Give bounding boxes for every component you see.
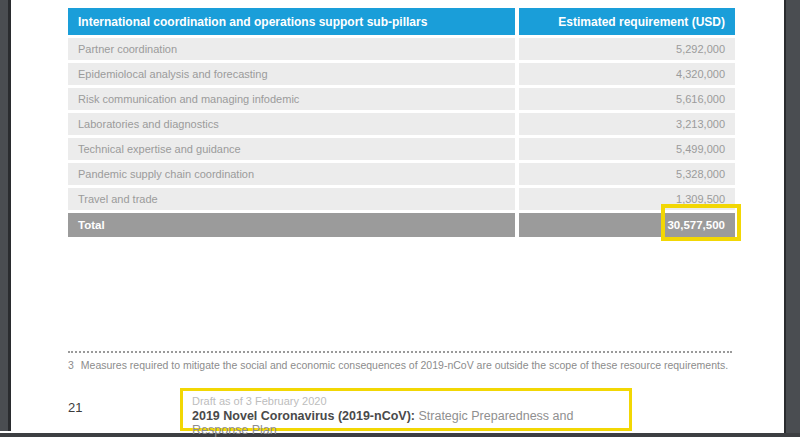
document-title: 2019 Novel Coronavirus (2019-nCoV): Stra… (192, 409, 629, 437)
footnote-marker: 3 (68, 359, 74, 371)
document-title-bold: 2019 Novel Coronavirus (2019-nCoV): (192, 409, 415, 423)
row-value: 5,499,000 (519, 138, 735, 160)
table-row: Laboratories and diagnostics 3,213,000 (68, 113, 735, 135)
total-value: 30,577,500 (667, 219, 725, 231)
row-label: Technical expertise and guidance (68, 138, 515, 160)
row-value: 3,213,000 (519, 113, 735, 135)
row-value: 5,328,000 (519, 163, 735, 185)
table-total-row: Total 30,577,500 (68, 213, 735, 237)
table-header-requirement: Estimated requirement (USD) (519, 8, 735, 35)
total-label: Total (68, 213, 515, 237)
funding-table: International coordination and operation… (68, 8, 735, 237)
row-label: Partner coordination (68, 38, 515, 60)
row-value: 5,616,000 (519, 88, 735, 110)
row-label: Risk communication and managing infodemi… (68, 88, 515, 110)
draft-date-line: Draft as of 3 February 2020 (192, 395, 629, 407)
row-value: 1,309,500 (519, 188, 735, 210)
page-number: 21 (68, 400, 82, 415)
table-row: Travel and trade 1,309,500 (68, 188, 735, 210)
table-row: Risk communication and managing infodemi… (68, 88, 735, 110)
table-row: Partner coordination 5,292,000 (68, 38, 735, 60)
row-label: Laboratories and diagnostics (68, 113, 515, 135)
total-value-cell: 30,577,500 (519, 213, 735, 237)
row-value: 4,320,000 (519, 63, 735, 85)
viewer-left-edge (0, 0, 11, 431)
footnote-text: Measures required to mitigate the social… (81, 359, 728, 371)
table-header-subpillars: International coordination and operation… (68, 8, 515, 35)
table-row: Pandemic supply chain coordination 5,328… (68, 163, 735, 185)
table-header-row: International coordination and operation… (68, 8, 735, 35)
row-label: Travel and trade (68, 188, 515, 210)
row-label: Pandemic supply chain coordination (68, 163, 515, 185)
footer-highlight-box: Draft as of 3 February 2020 2019 Novel C… (180, 388, 632, 431)
row-value: 5,292,000 (519, 38, 735, 60)
row-label: Epidemiolocal analysis and forecasting (68, 63, 515, 85)
viewer-right-edge (784, 0, 800, 437)
table-row: Epidemiolocal analysis and forecasting 4… (68, 63, 735, 85)
table-row: Technical expertise and guidance 5,499,0… (68, 138, 735, 160)
footnote-divider (68, 351, 732, 353)
footnote: 3 Measures required to mitigate the socia… (68, 359, 748, 371)
pdf-page-view: International coordination and operation… (0, 0, 800, 437)
